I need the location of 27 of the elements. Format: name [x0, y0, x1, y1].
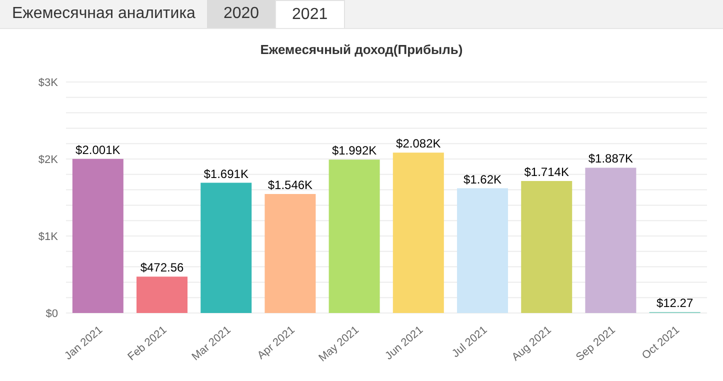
data-label: $1.714K	[524, 165, 569, 180]
y-tick-label: $2K	[38, 154, 59, 166]
bar	[200, 182, 252, 313]
bar	[521, 181, 572, 313]
data-label: $12.27	[656, 296, 694, 310]
bar	[328, 160, 380, 313]
data-label: $1.887K	[588, 152, 634, 166]
text: 2021	[275, 0, 345, 28]
data-label: $1.62K	[463, 172, 502, 186]
data-label: $2.001K	[76, 142, 120, 157]
data-label: $1.992K	[332, 144, 377, 158]
data-label: $1.691K	[204, 166, 248, 181]
y-tick-label: $3K	[38, 76, 59, 89]
bar	[392, 152, 444, 313]
bar	[264, 194, 316, 313]
bar	[72, 158, 124, 313]
y-tick-label: $1K	[38, 230, 59, 243]
data-label: $2.082K	[396, 136, 441, 151]
data-label: $472.56	[140, 260, 184, 275]
data-label: $1.546K	[268, 178, 313, 192]
bar	[457, 188, 508, 313]
text: 2020	[207, 0, 276, 28]
chart-title: Ежемесячный доход(Прибыль)	[259, 42, 464, 57]
y-tick-label: $0	[46, 308, 58, 320]
text: Ежемесячная аналитика	[0, 0, 208, 28]
bar	[585, 168, 636, 313]
bar	[136, 276, 188, 313]
